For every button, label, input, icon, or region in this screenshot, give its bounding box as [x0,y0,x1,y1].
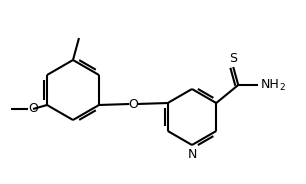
Text: NH: NH [261,79,280,91]
Text: 2: 2 [279,82,285,91]
Text: N: N [187,148,197,161]
Text: O: O [129,98,138,111]
Text: O: O [28,102,38,116]
Text: S: S [229,52,237,65]
